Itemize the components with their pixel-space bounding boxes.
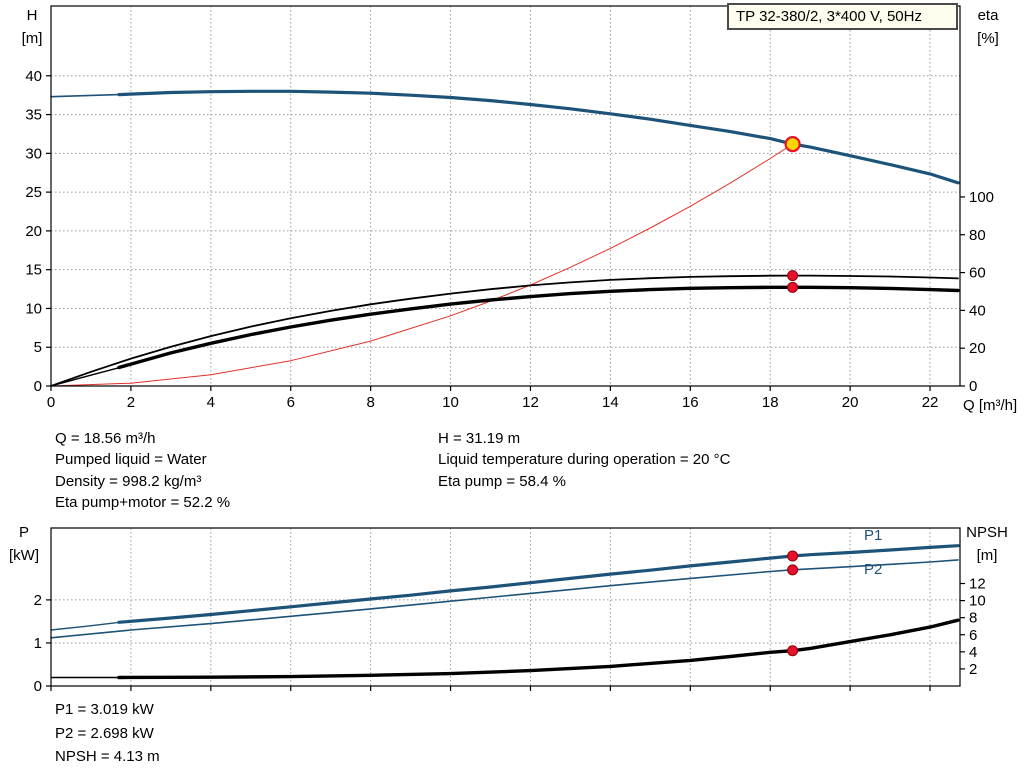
h-axis-symbol: H — [26, 7, 38, 24]
density-text: Density = 998.2 kg/m³ — [55, 472, 202, 490]
y-left-tick-label: 0 — [34, 678, 42, 695]
npsh-axis-label: NPSH [m] — [960, 521, 1014, 567]
x-tick-label: 18 — [762, 394, 779, 411]
eta-pump-text: Eta pump = 58.4 % — [438, 472, 566, 490]
x-tick-label: 8 — [366, 394, 374, 411]
y-right-tick-label: 40 — [969, 302, 986, 319]
chart-frame — [50, 527, 961, 687]
p1-curve-lead — [50, 621, 124, 631]
eta-pump-curve — [50, 274, 959, 387]
p1-value-text: P1 = 3.019 kW — [55, 701, 154, 718]
y-left-tick-label: 25 — [25, 184, 42, 201]
y-left-tick-label: 35 — [25, 107, 42, 124]
x-tick-label: 10 — [442, 394, 459, 411]
h-axis-label: H [m] — [14, 4, 50, 50]
y-left-tick-label: 1 — [34, 635, 42, 652]
y-left-tick-label: 20 — [25, 223, 42, 240]
x-tick-label: 6 — [287, 394, 295, 411]
y-left-tick-label: 2 — [34, 592, 42, 609]
y-left-tick-label: 5 — [34, 339, 42, 356]
eta-pump-motor-curve — [117, 285, 960, 370]
pump-model-title-box: TP 32-380/2, 3*400 V, 50Hz — [727, 3, 958, 30]
head-curve — [117, 89, 960, 185]
p-axis-unit: [kW] — [9, 547, 39, 564]
npsh-value-text: NPSH = 4.13 m — [55, 748, 160, 766]
p1-marker — [787, 550, 799, 562]
npsh-axis-symbol: NPSH — [966, 524, 1008, 541]
p2-curve-label: P2 — [864, 561, 883, 578]
y-right-tick-label: 10 — [969, 593, 986, 610]
x-tick-label: 2 — [127, 394, 135, 411]
y-right-tick-label: 20 — [969, 340, 986, 357]
p-axis-symbol: P — [18, 524, 29, 541]
npsh-axis-unit: [m] — [976, 547, 998, 564]
y-right-tick-label: 80 — [969, 227, 986, 244]
p2-value-text: P2 = 2.698 kW — [55, 724, 154, 742]
x-tick-label: 20 — [842, 394, 859, 411]
npsh-marker — [787, 645, 799, 657]
x-tick-label: 12 — [522, 394, 539, 411]
y-left-tick-label: 30 — [25, 145, 42, 162]
q-axis-label: Q [m³/h] — [963, 397, 1018, 414]
x-tick-label: 0 — [47, 394, 55, 411]
q-value-text: Q = 18.56 m³/h — [55, 430, 156, 447]
y-left-tick-label: 10 — [25, 300, 42, 317]
eta-pump-motor-text: Eta pump+motor = 52.2 % — [55, 494, 231, 512]
y-right-tick-label: 0 — [969, 378, 977, 395]
y-right-tick-label: 100 — [969, 189, 994, 206]
p2-marker — [787, 564, 799, 576]
duty-info-left: Q = 18.56 m³/h Pumped liquid = Water Den… — [55, 428, 230, 514]
y-right-tick-label: 12 — [969, 576, 986, 593]
power-info: P1 = 3.019 kW P2 = 2.698 kW NPSH = 4.13 … — [55, 698, 160, 769]
chart-frame — [50, 5, 961, 387]
eta-axis-unit: [%] — [977, 30, 999, 47]
x-tick-label: 4 — [207, 394, 215, 411]
eta-axis-symbol: eta — [977, 7, 999, 24]
p2-curve — [50, 559, 959, 639]
pump-model-title: TP 32-380/2, 3*400 V, 50Hz — [736, 8, 922, 25]
y-left-tick-label: 0 — [34, 378, 42, 395]
eta-pump-marker — [787, 270, 799, 282]
x-tick-label: 16 — [682, 394, 699, 411]
eta-axis-label: eta [%] — [966, 4, 1010, 50]
y-right-tick-label: 6 — [969, 627, 977, 644]
x-tick-label: 14 — [602, 394, 619, 411]
duty-info-right: H = 31.19 m Liquid temperature during op… — [438, 428, 730, 492]
pumped-liquid-text: Pumped liquid = Water — [55, 451, 207, 469]
p1-curve-label: P1 — [864, 527, 883, 544]
eta-pump-motor-marker — [787, 281, 799, 293]
npsh-curve — [117, 618, 960, 680]
h-axis-unit: [m] — [21, 30, 43, 47]
y-left-tick-label: 40 — [25, 68, 42, 85]
p1-curve — [117, 544, 960, 624]
liquid-temperature-text: Liquid temperature during operation = 20… — [438, 451, 731, 469]
y-left-tick-label: 15 — [25, 262, 42, 279]
eta-pump-motor-lead — [50, 366, 124, 387]
x-tick-label: 22 — [922, 394, 939, 411]
p-axis-label: P [kW] — [2, 521, 46, 567]
h-value-text: H = 31.19 m — [438, 430, 521, 447]
y-right-tick-label: 2 — [969, 661, 977, 678]
y-right-tick-label: 4 — [969, 644, 977, 661]
duty-point[interactable] — [784, 136, 801, 153]
y-right-tick-label: 8 — [969, 610, 977, 627]
head-curve-lead — [50, 93, 124, 98]
y-right-tick-label: 60 — [969, 265, 986, 282]
